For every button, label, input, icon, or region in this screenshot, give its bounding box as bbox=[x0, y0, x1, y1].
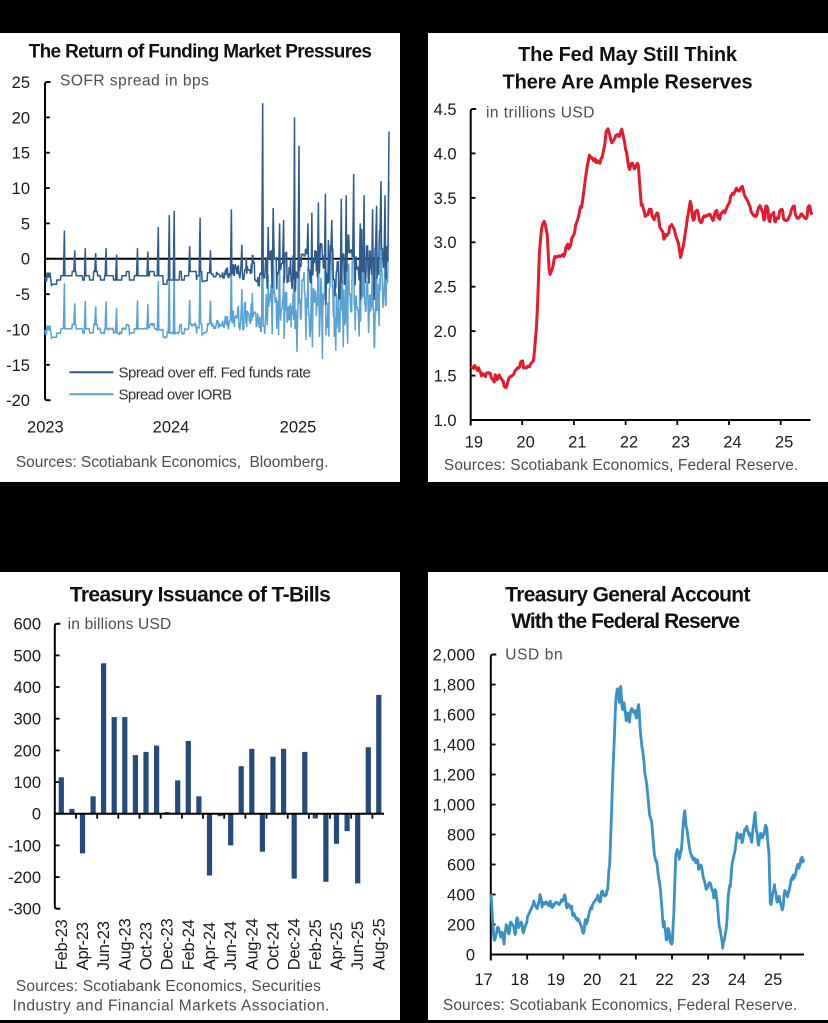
svg-text:3.0: 3.0 bbox=[434, 234, 457, 252]
svg-text:0: 0 bbox=[32, 806, 41, 824]
svg-text:2025: 2025 bbox=[280, 419, 317, 437]
svg-text:The Fed May Still Think: The Fed May Still Think bbox=[518, 44, 738, 66]
svg-text:Apr-25: Apr-25 bbox=[328, 922, 346, 970]
svg-text:23: 23 bbox=[672, 433, 690, 451]
svg-text:2024: 2024 bbox=[153, 419, 190, 437]
svg-text:21: 21 bbox=[619, 971, 637, 989]
svg-text:Aug-23: Aug-23 bbox=[116, 919, 134, 971]
svg-text:22: 22 bbox=[655, 971, 673, 989]
svg-text:Jun-24: Jun-24 bbox=[222, 921, 240, 970]
svg-text:25: 25 bbox=[775, 433, 793, 451]
svg-text:200: 200 bbox=[447, 916, 475, 934]
svg-text:22: 22 bbox=[620, 433, 638, 451]
svg-text:Aug-24: Aug-24 bbox=[243, 919, 261, 971]
svg-text:600: 600 bbox=[447, 856, 475, 874]
svg-text:0: 0 bbox=[466, 946, 475, 964]
svg-text:There Are Ample Reserves: There Are Ample Reserves bbox=[503, 71, 753, 93]
svg-text:19: 19 bbox=[465, 433, 483, 451]
svg-text:20: 20 bbox=[516, 433, 534, 451]
svg-text:1,600: 1,600 bbox=[433, 706, 476, 724]
svg-text:Jun-23: Jun-23 bbox=[95, 921, 113, 970]
svg-text:15: 15 bbox=[12, 145, 30, 163]
svg-text:USD bn: USD bn bbox=[505, 647, 563, 664]
svg-text:5: 5 bbox=[21, 215, 30, 233]
svg-text:20: 20 bbox=[583, 971, 601, 989]
svg-text:Apr-23: Apr-23 bbox=[74, 922, 92, 970]
svg-text:10: 10 bbox=[12, 180, 30, 198]
svg-text:Aug-25: Aug-25 bbox=[370, 919, 388, 971]
svg-text:Industry and Financial Markets: Industry and Financial Markets Associati… bbox=[13, 998, 330, 1015]
svg-text:2.0: 2.0 bbox=[434, 323, 457, 341]
svg-text:400: 400 bbox=[447, 886, 475, 904]
svg-text:2,000: 2,000 bbox=[433, 646, 476, 664]
svg-text:1,800: 1,800 bbox=[433, 676, 476, 694]
svg-text:200: 200 bbox=[13, 742, 41, 760]
svg-text:-20: -20 bbox=[6, 392, 30, 410]
svg-text:Sources: Scotiabank Economics,: Sources: Scotiabank Economics, Federal R… bbox=[443, 997, 797, 1014]
svg-text:2023: 2023 bbox=[27, 419, 64, 437]
svg-text:1,200: 1,200 bbox=[433, 766, 476, 784]
svg-text:3.5: 3.5 bbox=[434, 190, 457, 208]
svg-text:Sources: Scotiabank Economics,: Sources: Scotiabank Economics, Bloomberg… bbox=[16, 454, 328, 471]
svg-text:19: 19 bbox=[547, 971, 565, 989]
svg-text:600: 600 bbox=[13, 616, 41, 634]
svg-text:0: 0 bbox=[21, 251, 30, 269]
svg-text:-300: -300 bbox=[8, 901, 41, 919]
svg-text:SOFR spread in bps: SOFR spread in bps bbox=[60, 73, 209, 90]
svg-text:25: 25 bbox=[764, 971, 782, 989]
svg-text:Feb-24: Feb-24 bbox=[180, 919, 198, 970]
svg-text:20: 20 bbox=[12, 109, 30, 127]
svg-text:-200: -200 bbox=[8, 869, 41, 887]
svg-text:1.5: 1.5 bbox=[434, 368, 457, 386]
svg-text:24: 24 bbox=[723, 433, 741, 451]
svg-text:1.0: 1.0 bbox=[434, 412, 457, 430]
svg-text:Dec-24: Dec-24 bbox=[286, 919, 304, 971]
svg-text:Spread over IORB: Spread over IORB bbox=[119, 387, 233, 404]
svg-text:Jun-25: Jun-25 bbox=[349, 921, 367, 970]
svg-text:25: 25 bbox=[12, 74, 30, 92]
svg-text:23: 23 bbox=[692, 971, 710, 989]
svg-text:Oct-23: Oct-23 bbox=[138, 922, 156, 970]
svg-text:Oct-24: Oct-24 bbox=[265, 922, 283, 970]
svg-text:in trillions USD: in trillions USD bbox=[486, 104, 595, 121]
svg-text:4.0: 4.0 bbox=[434, 145, 457, 163]
svg-text:18: 18 bbox=[511, 971, 529, 989]
svg-text:Treasury General Account: Treasury General Account bbox=[505, 583, 750, 606]
svg-text:1,400: 1,400 bbox=[433, 736, 476, 754]
svg-text:Sources: Scotiabank Economics,: Sources: Scotiabank Economics, Federal R… bbox=[444, 457, 798, 474]
svg-text:21: 21 bbox=[568, 433, 586, 451]
svg-text:Spread over eff. Fed funds rat: Spread over eff. Fed funds rate bbox=[119, 365, 311, 382]
svg-text:With the Federal Reserve: With the Federal Reserve bbox=[511, 610, 739, 633]
svg-text:100: 100 bbox=[13, 774, 41, 792]
svg-text:4.5: 4.5 bbox=[434, 101, 457, 119]
svg-text:Feb-25: Feb-25 bbox=[307, 919, 325, 970]
svg-text:24: 24 bbox=[728, 971, 746, 989]
svg-text:800: 800 bbox=[447, 826, 475, 844]
svg-text:Feb-23: Feb-23 bbox=[53, 919, 71, 970]
svg-text:-100: -100 bbox=[8, 837, 41, 855]
svg-text:Sources: Scotiabank Economics,: Sources: Scotiabank Economics, Securitie… bbox=[16, 978, 321, 995]
svg-text:-10: -10 bbox=[6, 321, 30, 339]
svg-text:300: 300 bbox=[13, 711, 41, 729]
svg-text:400: 400 bbox=[13, 679, 41, 697]
svg-text:Treasury Issuance of T-Bills: Treasury Issuance of T-Bills bbox=[70, 583, 330, 606]
svg-text:1,000: 1,000 bbox=[433, 796, 476, 814]
svg-text:2.5: 2.5 bbox=[434, 279, 457, 297]
svg-text:17: 17 bbox=[474, 971, 492, 989]
svg-text:The Return of Funding Market P: The Return of Funding Market Pressures bbox=[29, 42, 372, 63]
svg-text:-5: -5 bbox=[15, 286, 30, 304]
svg-text:500: 500 bbox=[13, 647, 41, 665]
svg-text:Apr-24: Apr-24 bbox=[201, 922, 219, 970]
svg-text:in billions USD: in billions USD bbox=[68, 616, 172, 633]
svg-text:Dec-23: Dec-23 bbox=[159, 919, 177, 971]
svg-text:-15: -15 bbox=[6, 357, 30, 375]
